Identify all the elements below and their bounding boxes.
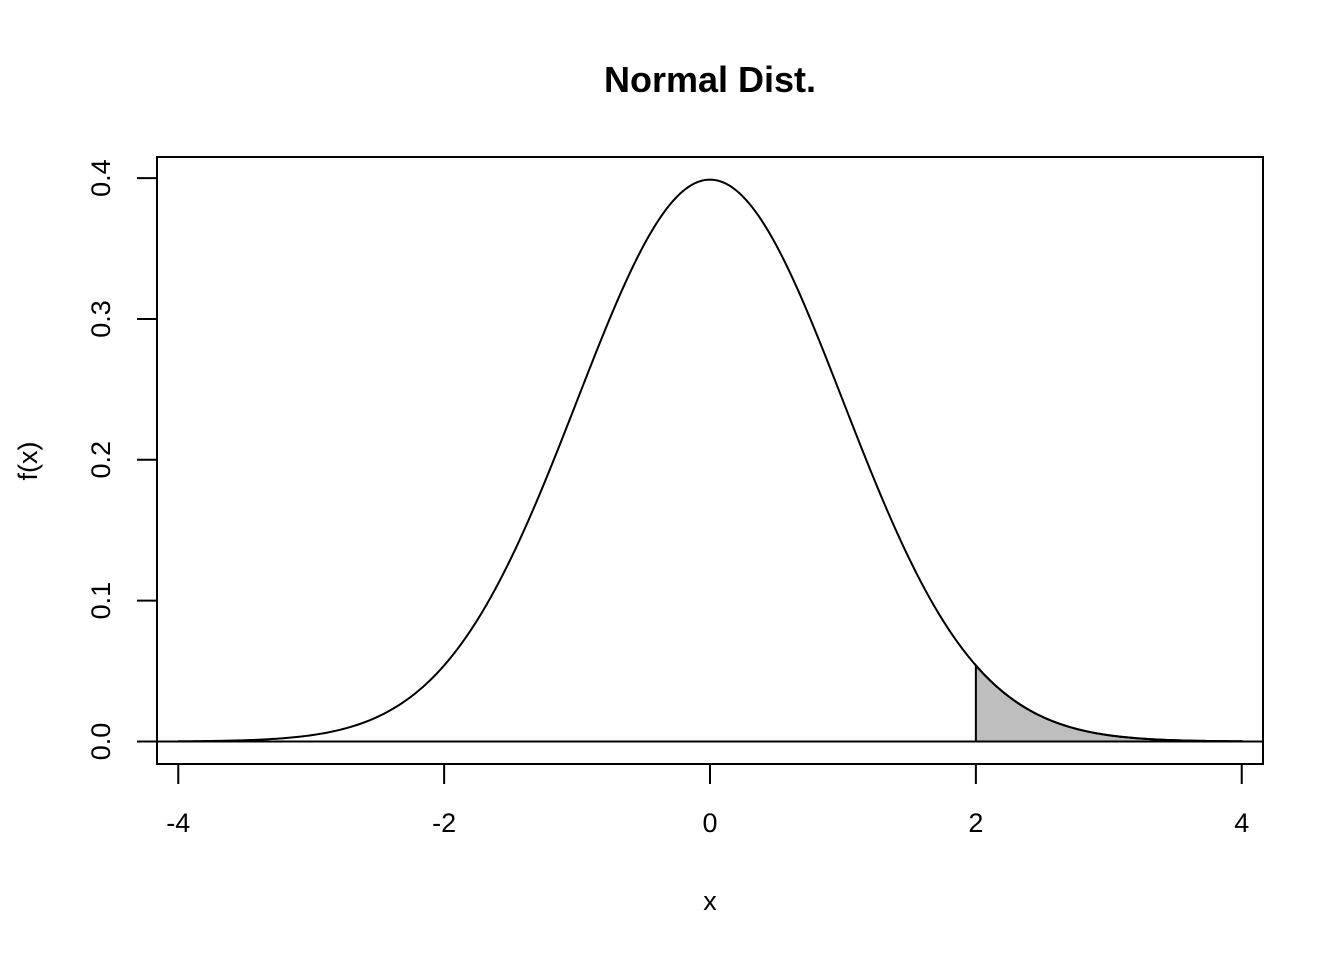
y-axis: 0.0 0.1 0.2 0.3 0.4: [86, 159, 158, 761]
density-curve: [178, 178, 1242, 743]
y-tick-label: 0.1: [86, 582, 116, 620]
x-tick-label: 4: [1234, 808, 1249, 838]
y-tick-label: 0.3: [86, 300, 116, 338]
x-tick-label: -4: [166, 808, 190, 838]
y-tick-label: 0.4: [86, 159, 116, 197]
plot-area: [157, 178, 1263, 743]
x-tick-label: 0: [702, 808, 717, 838]
x-tick-label: 2: [968, 808, 983, 838]
shaded-tail-area: [974, 662, 1243, 743]
plot-frame: [156, 156, 1264, 765]
x-tick-label: -2: [432, 808, 456, 838]
x-axis: -4 -2 0 2 4: [166, 763, 1249, 838]
x-axis-label: x: [703, 886, 717, 916]
y-tick-label: 0.0: [86, 723, 116, 761]
chart-title: Normal Dist.: [604, 59, 816, 100]
y-axis-label: f(x): [13, 442, 43, 481]
y-tick-label: 0.2: [86, 441, 116, 479]
